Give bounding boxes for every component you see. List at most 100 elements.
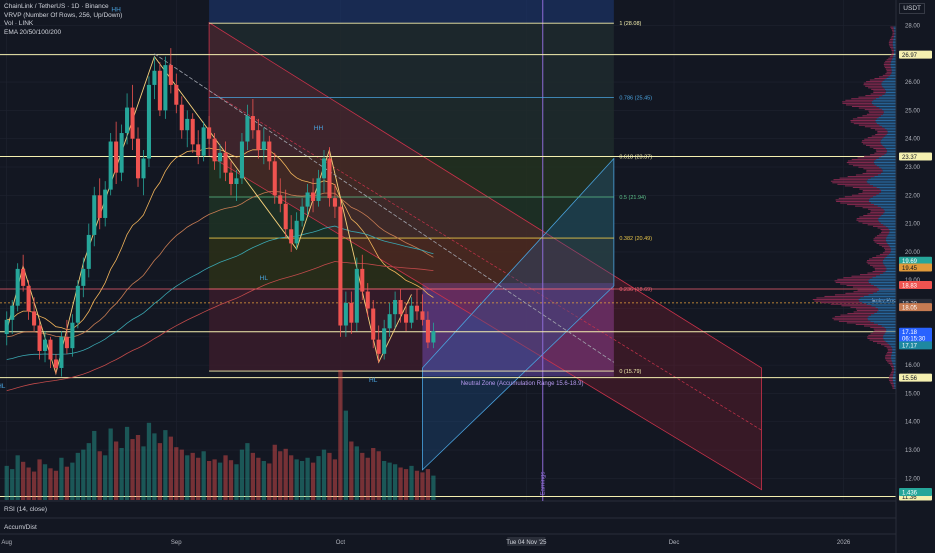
- vrvp-bar: [887, 130, 896, 132]
- vrvp-bar: [889, 45, 894, 47]
- vrvp-bar: [892, 34, 895, 36]
- candle-body: [234, 178, 239, 184]
- vrvp-bar: [884, 67, 891, 69]
- fib-zone: [209, 97, 614, 157]
- volume-bar: [354, 446, 359, 500]
- vrvp-bar: [881, 143, 896, 145]
- vrvp-bar: [852, 286, 877, 288]
- vrvp-bar: [891, 59, 896, 61]
- currency-label[interactable]: USDT: [899, 3, 925, 14]
- vrvp-bar: [891, 369, 895, 371]
- vrvp-bar: [847, 176, 875, 178]
- vrvp-bar: [882, 81, 896, 83]
- vrvp-bar: [863, 214, 882, 216]
- vrvp-bar: [885, 91, 896, 93]
- vrvp-bar: [892, 376, 896, 378]
- candle-body: [228, 172, 234, 184]
- vrvp-bar: [893, 375, 896, 377]
- vrvp-bar: [882, 113, 896, 115]
- vrvp-bar: [850, 120, 876, 122]
- vrvp-bar: [853, 311, 877, 313]
- vrvp-bar: [875, 134, 887, 136]
- candle-body: [278, 195, 283, 204]
- vrvp-bar: [869, 278, 896, 280]
- candle-body: [81, 268, 86, 286]
- vrvp-bar: [865, 95, 883, 97]
- vrvp-bar: [878, 219, 896, 221]
- symbol-title[interactable]: ChainLink / TetherUS · 1D · Binance: [4, 3, 109, 10]
- price-label-bg: [899, 152, 932, 161]
- ema-50-line: [6, 191, 434, 338]
- candle-body: [360, 268, 365, 292]
- vrvp-bar: [862, 191, 881, 193]
- vrvp-bar: [886, 59, 892, 61]
- vrvp-bar: [879, 107, 896, 109]
- vrvp-bar: [855, 308, 878, 310]
- volume-bar: [130, 439, 135, 500]
- vrvp-bar: [876, 165, 896, 167]
- vrvp-bar: [874, 267, 887, 269]
- vrvp-bar: [880, 191, 896, 193]
- accum-dist-pane-label[interactable]: Accum/Dist: [4, 524, 37, 531]
- price-label: 06:15:30: [902, 337, 926, 343]
- vrvp-bar: [876, 118, 896, 120]
- vrvp-bar: [886, 134, 896, 136]
- volume-bar: [114, 441, 119, 500]
- vrvp-bar: [853, 291, 877, 293]
- volume-bar: [327, 452, 332, 500]
- vrvp-bar: [883, 337, 896, 339]
- rsi-pane-label[interactable]: RSI (14, close): [4, 506, 47, 513]
- vrvp-bar: [868, 110, 884, 112]
- price-label: 15.56: [902, 376, 918, 382]
- price-label-bg: [899, 327, 932, 336]
- volume-indicator[interactable]: Vol · LINK: [4, 20, 34, 28]
- vrvp-bar: [867, 137, 884, 139]
- vrvp-indicator[interactable]: VRVP (Number Of Rows, 256, Up/Down): [4, 11, 123, 19]
- vrvp-bar: [841, 305, 872, 307]
- volume-bar: [135, 435, 141, 500]
- candle-body: [267, 141, 272, 162]
- horizontal-lines[interactable]: Entry Price: [0, 54, 899, 497]
- vrvp-bar: [870, 333, 885, 335]
- vrvp-bar: [891, 70, 896, 72]
- vrvp-bar: [863, 82, 882, 84]
- volume-bar: [64, 466, 70, 500]
- volume-bar: [250, 452, 256, 500]
- vrvp-bar: [873, 285, 896, 287]
- vrvp-bar: [893, 37, 896, 39]
- candle-body: [179, 104, 184, 131]
- vrvp-bar: [885, 331, 896, 333]
- vrvp-bar: [834, 294, 869, 296]
- candle-body: [119, 133, 124, 173]
- vrvp-bar: [894, 53, 896, 55]
- vrvp-bar: [894, 34, 896, 36]
- vrvp-bar: [863, 168, 882, 170]
- vrvp-bar: [893, 39, 896, 41]
- volume-bar: [234, 464, 239, 500]
- vrvp-bar: [867, 182, 896, 184]
- volume-bar: [168, 436, 173, 500]
- price-axis[interactable]: 12.0013.0014.0015.0016.0017.0018.0019.00…: [895, 0, 935, 553]
- vrvp-bar: [886, 241, 896, 243]
- vrvp-bar: [857, 289, 879, 291]
- pivot-label: HL: [0, 383, 6, 390]
- vrvp-bar: [885, 355, 892, 357]
- candle-body: [125, 107, 130, 134]
- time-tick: Dec: [669, 540, 680, 546]
- candle-body: [338, 206, 343, 326]
- vrvp-bar: [894, 386, 896, 388]
- vrvp-bar: [885, 257, 896, 259]
- vrvp-bar: [876, 242, 888, 244]
- vrvp-bar: [845, 99, 874, 101]
- vrvp-bar: [862, 172, 881, 174]
- vrvp-bar: [879, 166, 896, 168]
- volume-bar: [48, 468, 53, 500]
- channel-midline: [208, 90, 762, 431]
- vrvp-bar: [888, 376, 893, 378]
- ema-indicator[interactable]: EMA 20/50/100/200: [4, 28, 62, 36]
- vrvp-bar: [886, 152, 896, 154]
- candle-body: [92, 195, 97, 235]
- candle-body: [64, 336, 69, 349]
